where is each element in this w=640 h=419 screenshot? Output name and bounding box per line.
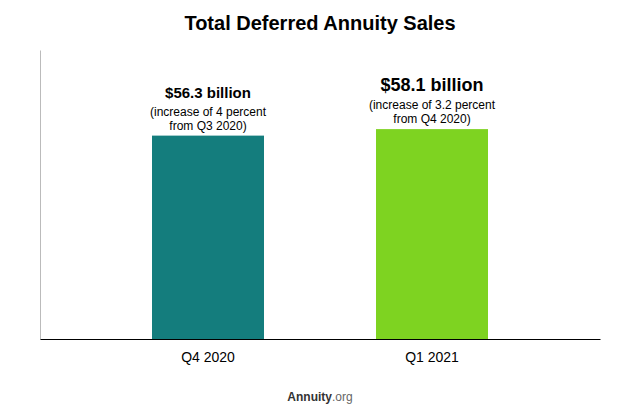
annotation: (increase of 3.2 percentfrom Q4 2020) bbox=[369, 98, 496, 126]
annotation-line: from Q3 2020) bbox=[169, 119, 246, 133]
chart: Q4 2020Q1 2021(increase of 4 percentfrom… bbox=[0, 0, 640, 419]
bar bbox=[152, 136, 264, 339]
footer-part: Annuity bbox=[287, 390, 332, 404]
annotation-line: (increase of 3.2 percent bbox=[369, 98, 496, 112]
footer-part: .org bbox=[332, 390, 353, 404]
annotation: (increase of 4 percentfrom Q3 2020) bbox=[150, 105, 267, 133]
x-tick: Q4 2020 bbox=[181, 339, 235, 365]
y-axis bbox=[40, 51, 41, 340]
title: Total Deferred Annuity Sales bbox=[184, 12, 455, 34]
x-axis-line bbox=[41, 339, 601, 340]
plot: Q4 2020Q1 2021(increase of 4 percentfrom… bbox=[41, 51, 601, 365]
footer: Annuity.org bbox=[287, 390, 352, 404]
data-label: $56.3 billion bbox=[165, 84, 251, 101]
bar bbox=[376, 129, 488, 339]
x-axis: Q4 2020 Q1 2021 bbox=[41, 339, 601, 365]
annotations: (increase of 4 percentfrom Q3 2020) $56.3… bbox=[150, 75, 496, 133]
annotation-line: (increase of 4 percent bbox=[150, 105, 267, 119]
data-label: $58.1 billion bbox=[380, 75, 483, 95]
x-tick-label: Q4 2020 bbox=[181, 349, 235, 365]
annotation-line: from Q4 2020) bbox=[393, 112, 470, 126]
y-axis-line bbox=[40, 51, 41, 340]
bars bbox=[152, 129, 488, 339]
x-tick-label: Q1 2021 bbox=[405, 349, 459, 365]
x-tick: Q1 2021 bbox=[405, 339, 459, 365]
